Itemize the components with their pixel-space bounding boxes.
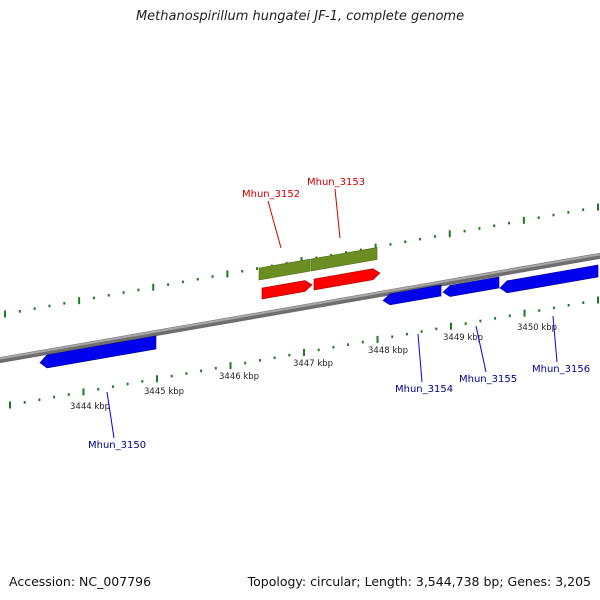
scale-label-5: 3449 kbp (443, 333, 483, 343)
reverse-gene-label-2: Mhun_3155 (459, 374, 517, 385)
reverse-gene-label-3: Mhun_3156 (532, 364, 590, 375)
gene-arrow-mhun-3156 (499, 264, 599, 294)
leader-line-forward-1 (334, 188, 341, 239)
gene-arrow-mhun-3150 (39, 335, 157, 369)
gene-arrow-mhun-3153 (313, 268, 381, 291)
scale-label-0: 3444 kbp (70, 402, 110, 412)
reverse-features (39, 264, 599, 369)
genome-backbone (0, 252, 600, 364)
scale-label-2: 3446 kbp (219, 372, 259, 382)
scale-label-4: 3448 kbp (368, 346, 408, 356)
leader-line-reverse-3 (552, 315, 558, 363)
scale-labels: 3444 kbp 3445 kbp 3446 kbp 3447 kbp 3448 kbp… (70, 323, 557, 412)
scale-label-3: 3447 kbp (293, 359, 333, 369)
gene-arrow-mhun-3155 (442, 276, 500, 297)
accession-text: Accession: NC_007796 (9, 574, 152, 589)
map-title: Methanospirillum hungatei JF-1, complete… (135, 9, 465, 24)
leader-line-reverse-2 (475, 325, 487, 373)
reverse-gene-label-0: Mhun_3150 (88, 440, 146, 451)
reverse-gene-label-1: Mhun_3154 (395, 384, 453, 395)
gene-arrow-mhun-3154 (382, 284, 442, 306)
forward-features (258, 247, 381, 300)
gene-arrow-mhun-3152 (261, 280, 313, 300)
genome-summary-text: Topology: circular; Length: 3,544,738 bp… (247, 574, 591, 589)
leader-line-reverse-0 (106, 391, 115, 439)
cds-bar-mhun-3152 (258, 258, 311, 281)
scale-label-1: 3445 kbp (144, 387, 184, 397)
leader-line-reverse-1 (417, 333, 423, 383)
forward-gene-label-1: Mhun_3153 (307, 177, 365, 188)
lower-tick-track (9, 296, 599, 409)
gene-labels: Mhun_3152 Mhun_3153 Mhun_3150 Mhun_3154 Mhun… (88, 177, 590, 451)
leader-line-forward-0 (267, 200, 282, 249)
cds-bar-mhun-3153 (310, 247, 378, 272)
scale-label-6: 3450 kbp (517, 323, 557, 333)
forward-gene-label-0: Mhun_3152 (242, 189, 300, 200)
upper-tick-track (4, 203, 599, 318)
